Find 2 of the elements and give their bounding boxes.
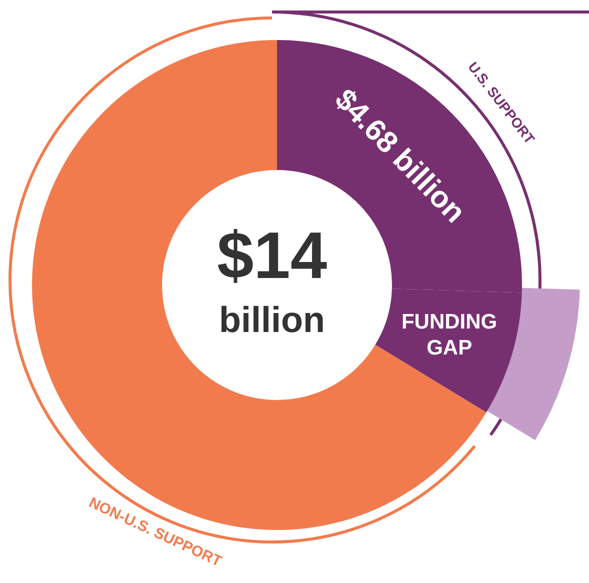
- slice-label: FUNDING GAP: [401, 310, 498, 360]
- text: $14 billion: [216, 218, 328, 340]
